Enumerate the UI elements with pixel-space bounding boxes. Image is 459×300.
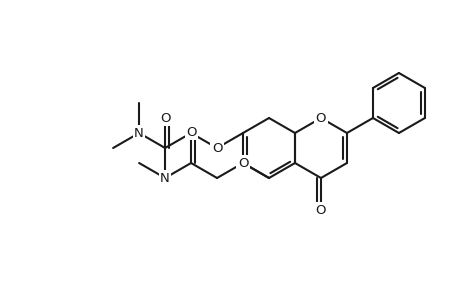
Text: O: O: [315, 112, 325, 124]
Text: N: N: [160, 172, 170, 184]
Text: O: O: [237, 157, 248, 169]
Text: N: N: [134, 127, 144, 140]
Text: O: O: [315, 203, 325, 217]
Text: O: O: [159, 112, 170, 124]
Text: O: O: [211, 142, 222, 154]
Text: O: O: [185, 125, 196, 139]
